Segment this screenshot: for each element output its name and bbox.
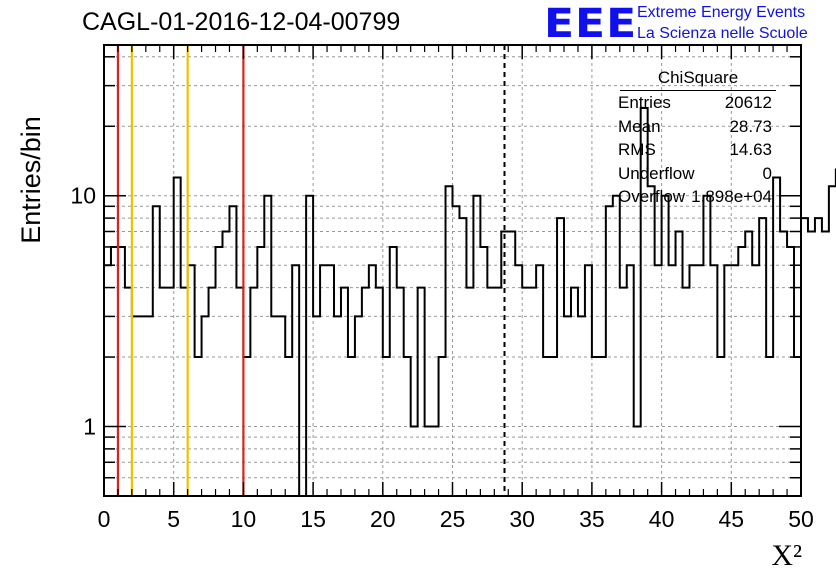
stats-box: ChiSquare Entries 20612 Mean 28.73 RMS 1…: [612, 68, 776, 209]
y-tick-label: 1: [83, 414, 96, 440]
stats-value: 14.63: [729, 140, 772, 160]
stats-value: 0: [762, 163, 772, 183]
logo-line-2: La Scienza nelle Scuole: [637, 25, 808, 42]
stats-row: Mean 28.73: [612, 115, 772, 139]
histogram-outline: [104, 107, 836, 497]
x-tick-label: 20: [370, 506, 396, 532]
reference-lines: [116, 45, 506, 496]
tick-labels: 0 5 10 15 20 25 30 35 40 45 50 1 10: [70, 183, 813, 532]
stats-label: RMS: [618, 140, 656, 160]
eee-logo-icon: EEE: [544, 0, 638, 47]
x-tick-label: 15: [300, 506, 326, 532]
x-tick-label: 10: [231, 506, 257, 532]
stats-value: 28.73: [729, 116, 772, 136]
x-axis-label: X²: [771, 539, 802, 572]
y-axis-label: Entries/bin: [16, 116, 46, 244]
x-tick-label: 25: [440, 506, 466, 532]
stats-label: Entries: [618, 93, 671, 112]
x-tick-label: 45: [719, 506, 745, 532]
logo-line-1: Extreme Energy Events: [637, 4, 806, 21]
x-tick-label: 0: [98, 506, 111, 532]
stats-row: RMS 14.63: [612, 138, 772, 162]
x-tick-label: 30: [509, 506, 535, 532]
run-title: CAGL-01-2016-12-04-00799: [82, 8, 401, 36]
stats-label: Underflow: [618, 163, 695, 183]
y-tick-label: 10: [70, 183, 96, 209]
stats-title: ChiSquare: [620, 68, 776, 91]
stats-label: Mean: [618, 116, 661, 136]
x-tick-label: 50: [788, 506, 814, 532]
histogram: [104, 107, 836, 497]
x-tick-label: 5: [167, 506, 180, 532]
stats-value: 20612: [724, 93, 772, 112]
x-tick-label: 35: [579, 506, 605, 532]
stats-label: Overflow: [618, 187, 686, 207]
axis-ticks: [103, 45, 802, 497]
stats-row: Entries 20612: [612, 91, 772, 115]
stats-row: Overflow 1.898e+04: [612, 185, 772, 209]
stats-row: Underflow 0: [612, 162, 772, 186]
stats-value: 1.898e+04: [691, 187, 772, 207]
x-tick-label: 40: [649, 506, 675, 532]
